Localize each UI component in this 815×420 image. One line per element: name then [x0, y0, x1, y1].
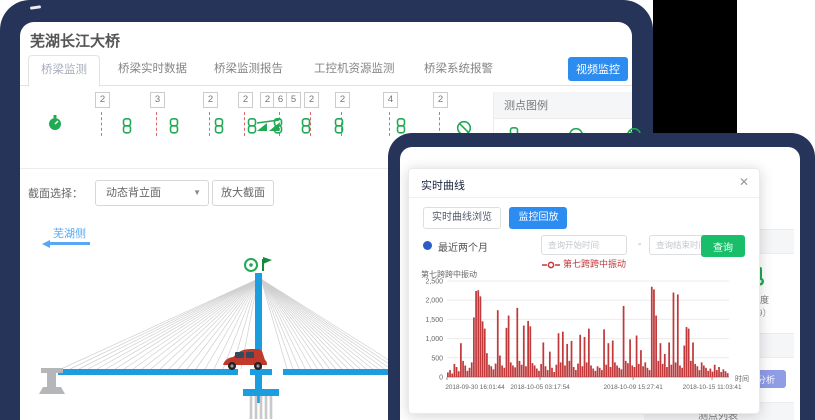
sensor-count-badge: 2: [203, 92, 218, 108]
divider: [20, 168, 473, 169]
svg-text:1,000: 1,000: [425, 336, 443, 343]
sensor-leader-line: [389, 112, 390, 136]
inclinometer-icon[interactable]: [256, 119, 280, 135]
car: [223, 349, 267, 370]
tab-realtime-data[interactable]: 桥梁实时数据: [118, 63, 187, 75]
sensor-count-badge: 4: [383, 92, 398, 108]
close-icon[interactable]: ✕: [738, 175, 749, 189]
svg-text:2018-10-15 11:03:41: 2018-10-15 11:03:41: [683, 384, 742, 391]
sensor-leader-line: [279, 112, 280, 136]
tab-bridge-monitor[interactable]: 桥梁监测: [28, 55, 100, 87]
svg-text:2018-10-05 03:17:54: 2018-10-05 03:17:54: [510, 384, 570, 391]
sensor-count-badge: 2: [433, 92, 448, 108]
bridge-schematic: [39, 257, 405, 419]
link-sensor-icon[interactable]: [246, 118, 260, 134]
realtime-curve-dialog: 实时曲线 ✕ 实时曲线浏览 监控回放 最近两个月 - 查询 第七跨跨中振动 第七…: [408, 168, 760, 414]
svg-text:1,500: 1,500: [425, 317, 443, 324]
link-sensor-icon[interactable]: [168, 118, 182, 134]
bridge-abutment: [39, 368, 65, 394]
svg-text:2,500: 2,500: [425, 279, 443, 286]
sensor-count-badge: 3: [150, 92, 165, 108]
bridge-pylon: [255, 273, 262, 403]
radio-label: 最近两个月: [438, 243, 488, 254]
stopwatch-icon[interactable]: [47, 114, 61, 130]
bridge-deck: [283, 369, 405, 375]
bridge-foundation: [243, 389, 279, 419]
zoom-section-button[interactable]: 放大截面: [212, 180, 274, 206]
sensor-count-badge: 5: [286, 92, 301, 108]
query-button[interactable]: 查询: [701, 235, 745, 257]
tab-monitor-playback[interactable]: 监控回放: [509, 207, 568, 229]
tab-ipc-resource[interactable]: 工控机资源监测: [314, 63, 395, 75]
chevron-down-icon: ▼: [193, 188, 201, 197]
svg-text:2018-10-09 15:27:41: 2018-10-09 15:27:41: [603, 384, 663, 391]
radio-last-two-months[interactable]: [423, 241, 432, 250]
section-select-label: 截面选择：: [28, 188, 83, 200]
dialog-header: 实时曲线 ✕: [409, 169, 759, 198]
gps-sensor-icon: [244, 258, 258, 272]
tab-system-alarm[interactable]: 桥梁系统报警: [424, 63, 493, 75]
sensor-leader-line: [209, 112, 210, 136]
svg-text:2018-09-30 16:01:44: 2018-09-30 16:01:44: [445, 384, 505, 391]
sensor-leader-line: [439, 112, 440, 136]
sensor-count-badge: 2: [304, 92, 319, 108]
svg-text:0: 0: [439, 375, 443, 382]
direction-label: 芜湖侧: [53, 228, 86, 240]
anemometer-icon: [262, 257, 272, 271]
tab-realtime-curve-view[interactable]: 实时曲线浏览: [423, 207, 501, 229]
sensor-leader-line: [341, 112, 342, 136]
link-sensor-icon[interactable]: [395, 118, 409, 134]
sensor-leader-line: [101, 112, 102, 136]
link-sensor-icon[interactable]: [333, 118, 347, 134]
legend-panel-title: 测点图例: [494, 92, 632, 119]
section-select-dropdown[interactable]: 动态背立面 ▼: [95, 180, 209, 206]
bridge-deck: [58, 369, 238, 375]
svg-text:500: 500: [431, 355, 443, 362]
bridge-deck: [250, 369, 272, 375]
page-title: 芜湖长江大桥: [30, 33, 121, 50]
sensor-count-badge: 2: [335, 92, 350, 108]
legend-marker-icon: [541, 261, 560, 268]
svg-text:时间: 时间: [735, 374, 749, 383]
sensor-leader-line: [310, 112, 311, 136]
left-arrow-icon: [42, 240, 90, 248]
query-controls: 最近两个月 - 查询: [423, 235, 745, 257]
chart-legend[interactable]: 第七跨跨中振动: [409, 257, 759, 270]
legend-label: 第七跨跨中振动: [562, 259, 626, 269]
video-monitor-button[interactable]: 视频监控: [568, 57, 628, 81]
link-sensor-icon[interactable]: [121, 118, 135, 134]
desktop-black-area: [653, 0, 737, 140]
sensor-count-badge: 6: [273, 92, 288, 108]
tab-monitor-report[interactable]: 桥梁监测报告: [214, 63, 283, 75]
section-select-value: 动态背立面: [106, 187, 161, 199]
link-sensor-icon[interactable]: [300, 118, 314, 134]
tab-bar: 桥梁监测 桥梁实时数据 桥梁监测报告 工控机资源监测 桥梁系统报警 视频监控: [20, 55, 632, 87]
range-separator: -: [638, 239, 642, 250]
link-sensor-icon[interactable]: [272, 118, 286, 134]
sensor-leader-line: [244, 112, 245, 136]
sensor-count-badge: 2: [95, 92, 110, 108]
y-axis-title: 第七跨跨中振动: [421, 270, 477, 279]
sensor-leader-line: [156, 112, 157, 136]
dialog-tab-bar: 实时曲线浏览 监控回放: [423, 207, 568, 229]
svg-text:2,000: 2,000: [425, 298, 443, 305]
dialog-title: 实时曲线: [421, 180, 465, 192]
sensor-count-badge: 2: [238, 92, 253, 108]
query-start-time-input[interactable]: [541, 235, 627, 255]
bridge-cables: [60, 278, 404, 370]
vibration-chart: 0 500 1,000 1,500 2,000 2,500 2018-09-30 16:01…: [411, 277, 757, 410]
link-sensor-icon[interactable]: [213, 118, 227, 134]
